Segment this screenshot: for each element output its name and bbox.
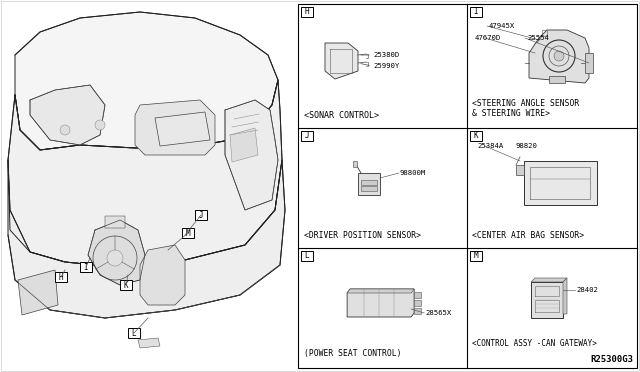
Text: <CONTROL ASSY -CAN GATEWAY>: <CONTROL ASSY -CAN GATEWAY> (472, 339, 597, 348)
Bar (301, 251, 313, 261)
Text: <STEERING ANGLE SENSOR: <STEERING ANGLE SENSOR (472, 99, 579, 108)
Text: R25300G3: R25300G3 (590, 355, 633, 364)
Polygon shape (563, 278, 567, 314)
Text: 47670D: 47670D (475, 35, 501, 41)
Polygon shape (353, 161, 357, 167)
Text: M: M (186, 228, 190, 237)
Text: 28565X: 28565X (425, 310, 451, 316)
Bar (105, 216, 125, 228)
Polygon shape (347, 289, 414, 293)
Text: <DRIVER POSITION SENSOR>: <DRIVER POSITION SENSOR> (304, 231, 421, 240)
Text: & STEERING WIRE>: & STEERING WIRE> (472, 109, 550, 118)
Text: L: L (305, 251, 309, 260)
Text: 98800M: 98800M (400, 170, 426, 176)
Text: (POWER SEAT CONTROL): (POWER SEAT CONTROL) (304, 349, 401, 358)
Bar (470, 131, 482, 141)
Polygon shape (516, 165, 524, 175)
Text: 25554: 25554 (527, 35, 549, 41)
Text: J: J (305, 131, 309, 141)
Text: K: K (474, 131, 478, 141)
Polygon shape (30, 85, 105, 145)
Text: 98820: 98820 (515, 143, 537, 149)
Bar (55, 272, 67, 282)
Polygon shape (8, 80, 282, 268)
Polygon shape (529, 30, 589, 83)
Circle shape (60, 125, 70, 135)
Polygon shape (531, 282, 563, 318)
Polygon shape (140, 245, 185, 305)
Bar (128, 328, 140, 338)
Polygon shape (531, 278, 567, 282)
Polygon shape (524, 161, 597, 205)
Bar (298, 4, 637, 368)
Polygon shape (361, 186, 377, 191)
Polygon shape (361, 180, 377, 185)
Bar (470, 7, 482, 17)
Polygon shape (414, 292, 421, 298)
Polygon shape (135, 100, 215, 155)
Polygon shape (414, 308, 421, 314)
Polygon shape (549, 76, 565, 83)
Polygon shape (225, 100, 278, 210)
Text: 28402: 28402 (576, 287, 598, 293)
Circle shape (95, 120, 105, 130)
Text: H: H (305, 7, 309, 16)
Polygon shape (18, 270, 58, 315)
Bar (301, 131, 313, 141)
Text: 25990Y: 25990Y (373, 63, 399, 69)
Text: 25384A: 25384A (477, 143, 503, 149)
Text: I: I (84, 263, 88, 272)
Bar (470, 251, 482, 261)
Text: L: L (132, 328, 136, 337)
Text: 25380D: 25380D (373, 52, 399, 58)
Text: J: J (198, 211, 204, 219)
Polygon shape (88, 220, 145, 285)
Circle shape (554, 51, 564, 61)
Polygon shape (230, 128, 258, 162)
Polygon shape (358, 173, 380, 195)
Polygon shape (138, 338, 160, 348)
Text: H: H (59, 273, 63, 282)
Bar (120, 280, 132, 290)
Text: I: I (474, 7, 478, 16)
Text: 47945X: 47945X (489, 23, 515, 29)
Polygon shape (347, 289, 414, 317)
Text: K: K (124, 280, 128, 289)
Bar (301, 7, 313, 17)
Bar (195, 210, 207, 220)
Polygon shape (414, 300, 421, 306)
Polygon shape (8, 160, 285, 318)
Polygon shape (325, 43, 358, 79)
Polygon shape (585, 53, 593, 73)
Text: <CENTER AIR BAG SENSOR>: <CENTER AIR BAG SENSOR> (472, 231, 584, 240)
Bar (182, 228, 194, 238)
Polygon shape (155, 112, 210, 146)
Text: M: M (474, 251, 478, 260)
Polygon shape (15, 12, 278, 150)
Circle shape (107, 250, 123, 266)
Bar (80, 262, 92, 272)
Text: <SONAR CONTROL>: <SONAR CONTROL> (304, 111, 379, 120)
